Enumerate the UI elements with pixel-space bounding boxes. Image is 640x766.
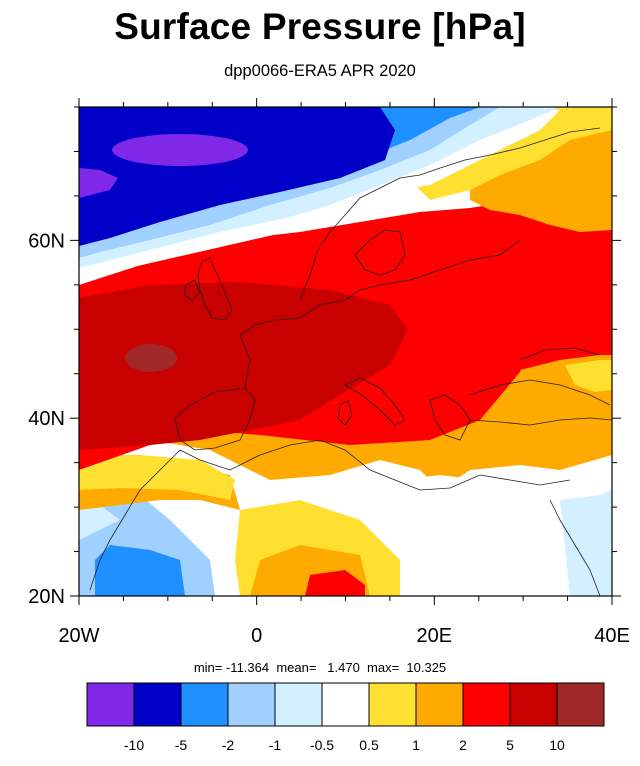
- colorbar-swatch: [133, 682, 182, 727]
- colorbar-swatch: [509, 682, 558, 727]
- coast-north-africa: [179, 439, 571, 491]
- colorbar-label: 2: [459, 737, 467, 753]
- coast-west-africa: [89, 449, 181, 591]
- coast-britain: [197, 257, 233, 321]
- axis-ticks: 20W 0 20E 40E 20N 40N 60N: [28, 98, 630, 647]
- colorbar-swatch: [86, 682, 135, 727]
- lon-tick-label: 0: [251, 625, 262, 647]
- field-neg-2-southwest: [95, 545, 185, 596]
- field-neg-05-southwest: [79, 505, 120, 540]
- colorbar-label: -10: [124, 737, 144, 753]
- coast-greece: [429, 394, 471, 441]
- chart-title: Surface Pressure [hPa]: [114, 6, 526, 47]
- pressure-field: [79, 107, 612, 596]
- colorbar-label: 10: [549, 737, 565, 753]
- field-max-atlantic: [125, 344, 177, 372]
- colorbar-label: -5: [175, 737, 188, 753]
- colorbar-swatch: [227, 682, 276, 727]
- colorbar-label: 0.5: [359, 737, 379, 753]
- coast-sardinia: [337, 399, 353, 426]
- coast-iberia: [174, 387, 256, 451]
- coast-baltic: [354, 229, 406, 276]
- coast-turkey-south: [469, 417, 612, 426]
- coastlines: [89, 127, 612, 596]
- field-pos-1-caspian: [565, 360, 612, 392]
- colorbar-label: 1: [412, 737, 420, 753]
- coast-italy: [344, 377, 406, 426]
- field-zero-egypt: [400, 460, 612, 596]
- field-neg-05-arabia: [560, 490, 612, 596]
- coast-arctic: [419, 127, 601, 176]
- colorbar-label: -0.5: [310, 737, 334, 753]
- field-pos-2-med: [79, 360, 612, 490]
- colorbar-label: -2: [222, 737, 235, 753]
- colorbar-swatch: [556, 682, 605, 727]
- colorbar-swatch: [180, 682, 229, 727]
- coast-north-europe: [239, 239, 521, 389]
- lon-tick-label: 20W: [58, 625, 99, 647]
- field-zero-band: [79, 200, 400, 285]
- colorbar-swatch: [274, 682, 323, 727]
- lon-tick-label: 20E: [417, 625, 453, 647]
- colorbar-swatch: [321, 682, 370, 727]
- lat-tick-label: 20N: [28, 586, 65, 608]
- colorbar-swatch: [462, 682, 511, 727]
- field-pos-1-morocco: [79, 455, 235, 500]
- colorbar: -10 -5 -2 -1 -0.5 0.5 1 2 5 10: [86, 682, 605, 753]
- coast-norway: [299, 174, 421, 301]
- coast-black-sea-south: [469, 379, 611, 406]
- colorbar-label: 5: [506, 737, 514, 753]
- field-stats: min= -11.364 mean= 1.470 max= 10.325: [193, 660, 447, 675]
- field-min-north: [112, 134, 248, 166]
- field-pos-10-atlantic: [79, 282, 408, 450]
- colorbar-swatch: [415, 682, 464, 727]
- colorbar-label: -1: [269, 737, 282, 753]
- chart-subtitle: dpp0066-ERA5 APR 2020: [224, 62, 416, 80]
- coast-ireland: [183, 279, 201, 301]
- coast-red-sea: [549, 499, 601, 596]
- field-pos-5-sahara: [305, 570, 365, 596]
- coast-black-sea-north: [519, 347, 601, 361]
- lat-tick-label: 40N: [28, 408, 65, 430]
- lat-tick-label: 60N: [28, 230, 65, 252]
- field-min-west: [79, 168, 118, 198]
- lon-tick-label: 40E: [594, 625, 630, 647]
- colorbar-swatch: [368, 682, 417, 727]
